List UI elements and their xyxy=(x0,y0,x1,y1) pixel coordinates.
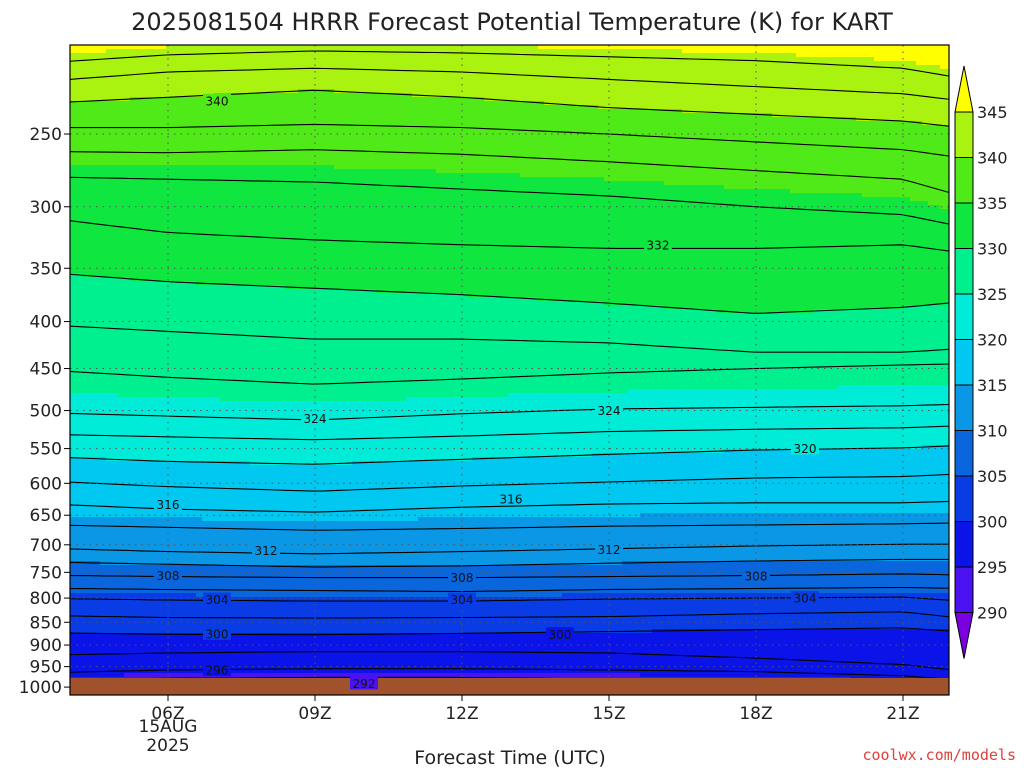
contour-label-text: 308 xyxy=(745,570,768,584)
contour-label-2: 324 xyxy=(301,411,329,426)
y-tick-label-350: 350 xyxy=(30,259,62,279)
contour-label-text: 304 xyxy=(794,592,817,606)
colorbar-label-310: 310 xyxy=(977,422,1008,441)
x-tick-label-09Z: 09Z xyxy=(298,704,331,724)
colorbar-swatch-0 xyxy=(955,112,973,158)
contour-label-text: 340 xyxy=(206,94,229,108)
y-tick-label-400: 400 xyxy=(30,313,62,333)
colorbar-swatch-3 xyxy=(955,249,973,295)
colorbar-swatch-6 xyxy=(955,385,973,431)
contour-label-text: 312 xyxy=(255,544,278,558)
x-date-label-year: 2025 xyxy=(146,736,189,756)
y-tick-label-950: 950 xyxy=(30,658,62,678)
y-tick-label-450: 450 xyxy=(30,360,62,380)
y-tick-label-750: 750 xyxy=(30,563,62,583)
theta-fill-layer xyxy=(70,45,953,698)
y-tick-label-1000: 1000 xyxy=(19,678,62,698)
colorbar-swatch-9 xyxy=(955,522,973,568)
colorbar-label-290: 290 xyxy=(977,604,1008,623)
contour-label-9: 308 xyxy=(154,569,182,584)
x-tick-label-18Z: 18Z xyxy=(739,704,772,724)
contour-label-text: 308 xyxy=(157,569,180,583)
contour-label-text: 292 xyxy=(353,677,376,691)
colorbar-label-315: 315 xyxy=(977,376,1008,395)
chart-title: 2025081504 HRRR Forecast Potential Tempe… xyxy=(131,8,893,36)
x-tick-label-21Z: 21Z xyxy=(886,704,919,724)
x-tick-label-15Z: 15Z xyxy=(592,704,625,724)
y-tick-label-900: 900 xyxy=(30,636,62,656)
contour-label-18: 292 xyxy=(350,676,378,691)
y-tick-label-550: 550 xyxy=(30,440,62,460)
contour-label-15: 300 xyxy=(203,627,231,642)
colorbar-label-325: 325 xyxy=(977,285,1008,304)
contour-label-text: 324 xyxy=(598,404,621,418)
contour-label-3: 324 xyxy=(595,404,623,419)
y-tick-label-250: 250 xyxy=(30,125,62,145)
contour-label-11: 308 xyxy=(742,569,770,584)
contour-label-14: 304 xyxy=(791,591,819,606)
contour-label-text: 296 xyxy=(206,663,229,677)
y-tick-label-500: 500 xyxy=(30,402,62,422)
colorbar-bottom-cap xyxy=(955,613,973,659)
colorbar: 290 295 300 305 310 315 320 325 330 335 340 345 xyxy=(955,66,1008,659)
colorbar-swatch-5 xyxy=(955,340,973,386)
contour-label-17: 296 xyxy=(203,663,231,678)
y-tick-label-700: 700 xyxy=(30,536,62,556)
x-tick-label-12Z: 12Z xyxy=(445,704,478,724)
contour-label-text: 324 xyxy=(304,412,327,426)
contour-label-text: 300 xyxy=(206,627,229,641)
colorbar-label-295: 295 xyxy=(977,558,1008,577)
contour-label-text: 320 xyxy=(794,442,817,456)
x-tick-label-06Z: 06Z xyxy=(151,704,184,724)
contour-label-text: 304 xyxy=(206,593,229,607)
contour-label-13: 304 xyxy=(448,593,476,608)
colorbar-swatch-8 xyxy=(955,476,973,522)
contour-label-8: 312 xyxy=(595,542,623,557)
colorbar-label-330: 330 xyxy=(977,240,1008,259)
contour-label-1: 332 xyxy=(644,238,672,253)
ground-strip xyxy=(70,678,949,695)
colorbar-label-335: 335 xyxy=(977,194,1008,213)
colorbar-label-340: 340 xyxy=(977,149,1008,168)
contour-label-12: 304 xyxy=(203,593,231,608)
contour-label-text: 308 xyxy=(451,571,474,585)
contour-label-text: 300 xyxy=(549,628,572,642)
x-axis-label: Forecast Time (UTC) xyxy=(414,747,605,768)
contour-label-0: 340 xyxy=(203,94,231,109)
contour-label-10: 308 xyxy=(448,571,476,586)
colorbar-label-345: 345 xyxy=(977,103,1008,122)
colorbar-swatch-10 xyxy=(955,567,973,613)
contour-label-5: 316 xyxy=(154,498,182,513)
colorbar-swatch-2 xyxy=(955,203,973,249)
colorbar-swatch-4 xyxy=(955,294,973,340)
contour-label-4: 320 xyxy=(791,442,819,457)
colorbar-label-320: 320 xyxy=(977,331,1008,350)
contour-label-text: 316 xyxy=(500,492,523,506)
contour-label-text: 304 xyxy=(451,593,474,607)
y-axis: 250 300 350 400 450 500 550 600 650 700 750 800 850 9… xyxy=(19,125,70,698)
colorbar-swatch-7 xyxy=(955,431,973,477)
contour-label-16: 300 xyxy=(546,627,574,642)
y-tick-label-800: 800 xyxy=(30,589,62,609)
contour-label-7: 312 xyxy=(252,543,280,558)
colorbar-top-cap xyxy=(955,66,973,112)
colorbar-swatch-1 xyxy=(955,158,973,204)
y-tick-label-850: 850 xyxy=(30,613,62,633)
y-tick-label-600: 600 xyxy=(30,474,62,494)
contour-label-text: 312 xyxy=(598,543,621,557)
contour-label-text: 332 xyxy=(647,238,670,252)
colorbar-label-305: 305 xyxy=(977,467,1008,486)
y-tick-label-300: 300 xyxy=(30,198,62,218)
contour-label-text: 316 xyxy=(157,498,180,512)
y-tick-label-650: 650 xyxy=(30,506,62,526)
colorbar-label-300: 300 xyxy=(977,513,1008,532)
contour-label-6: 316 xyxy=(497,492,525,507)
watermark-text: coolwx.com/models xyxy=(862,746,1016,764)
